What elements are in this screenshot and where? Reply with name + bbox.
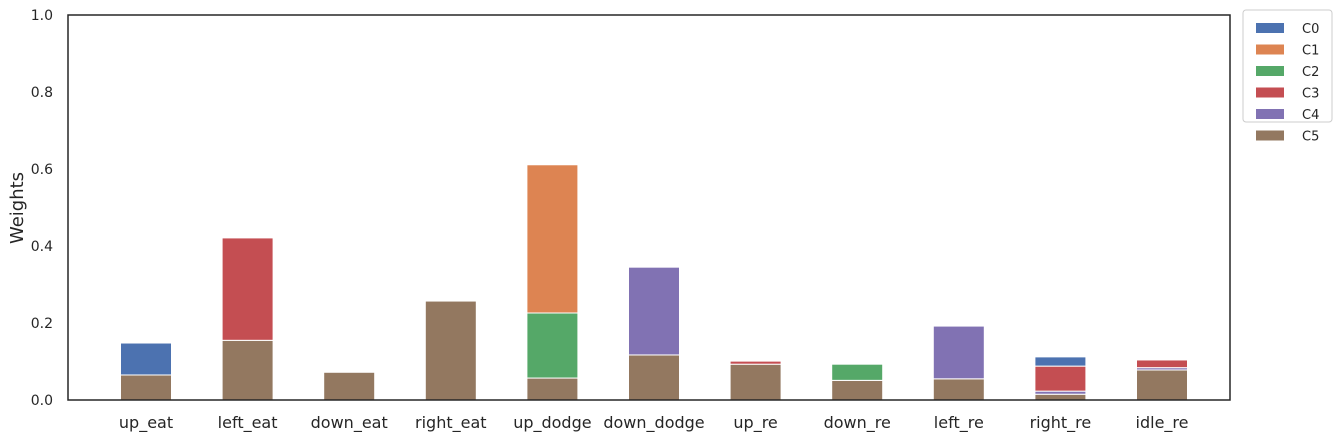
x-tick-label-right_eat: right_eat (415, 413, 487, 433)
legend-label-C0: C0 (1302, 22, 1319, 37)
x-tick-label-down_dodge: down_dodge (603, 413, 704, 433)
legend-label-C4: C4 (1302, 108, 1319, 123)
legend-swatch-C0 (1256, 23, 1284, 33)
x-tick-label-down_eat: down_eat (311, 413, 388, 433)
y-tick-label: 0.0 (31, 393, 53, 409)
x-tick-label-left_re: left_re (934, 413, 984, 433)
bar-right_re-C5 (1034, 393, 1087, 401)
bar-up_dodge-C5 (526, 377, 579, 401)
bar-left_eat-C5 (221, 339, 274, 401)
plot-frame (67, 14, 1231, 401)
y-tick-label: 0.6 (31, 162, 53, 178)
bar-down_eat-C5 (323, 371, 376, 401)
bar-up_dodge-C1 (526, 164, 579, 314)
bar-idle_re-C3 (1136, 359, 1188, 369)
y-tick-label: 0.8 (31, 85, 53, 101)
bar-right_re-C0 (1034, 356, 1087, 367)
y-axis-ticks: 0.0 0.2 0.4 0.6 0.8 1.0 (31, 8, 53, 409)
x-tick-label-down_re: down_re (824, 413, 891, 433)
bar-up_dodge-C2 (526, 312, 579, 379)
y-tick-label: 0.4 (31, 239, 53, 255)
legend-label-C1: C1 (1302, 44, 1319, 59)
x-tick-label-up_eat: up_eat (119, 413, 173, 433)
x-axis-ticks: up_eat left_eat down_eat right_eat up_dodge d… (119, 413, 1189, 433)
legend-swatch-C5 (1256, 130, 1284, 141)
legend-label-C5: C5 (1302, 130, 1319, 145)
bar-up_eat-C0 (120, 342, 172, 376)
y-tick-label: 1.0 (31, 8, 53, 24)
y-tick-label: 0.2 (31, 316, 53, 332)
bar-idle_re-C5 (1136, 369, 1188, 401)
bar-right_re-C3 (1034, 365, 1087, 392)
legend-swatch-C1 (1256, 44, 1284, 55)
bar-down_re-C2 (831, 363, 884, 381)
x-tick-label-up_re: up_re (733, 413, 777, 433)
legend-swatch-C2 (1256, 66, 1284, 76)
bar-left_eat-C3 (221, 237, 274, 341)
bar-up_eat-C5 (120, 374, 172, 401)
x-tick-label-right_re: right_re (1030, 413, 1092, 433)
x-tick-label-idle_re: idle_re (1136, 413, 1189, 433)
legend: C0 C1 C2 C3 C4 C5 (1242, 9, 1333, 145)
x-tick-label-left_eat: left_eat (218, 413, 278, 433)
bar-left_re-C5 (932, 378, 985, 401)
y-axis-label: Weights (7, 172, 28, 244)
x-tick-label-up_dodge: up_dodge (513, 413, 591, 433)
bar-down_dodge-C4 (628, 266, 680, 356)
legend-label-C2: C2 (1302, 65, 1319, 80)
bar-down_dodge-C5 (628, 354, 680, 401)
legend-swatch-C3 (1256, 87, 1284, 98)
bars-layer (120, 164, 1188, 401)
bar-left_re-C4 (932, 325, 985, 380)
bar-right_eat-C5 (424, 300, 477, 401)
legend-swatch-C4 (1256, 109, 1284, 119)
legend-label-C3: C3 (1302, 87, 1319, 102)
bar-up_re-C3 (729, 360, 782, 365)
bar-up_re-C5 (729, 363, 782, 401)
bar-down_re-C5 (831, 379, 884, 401)
